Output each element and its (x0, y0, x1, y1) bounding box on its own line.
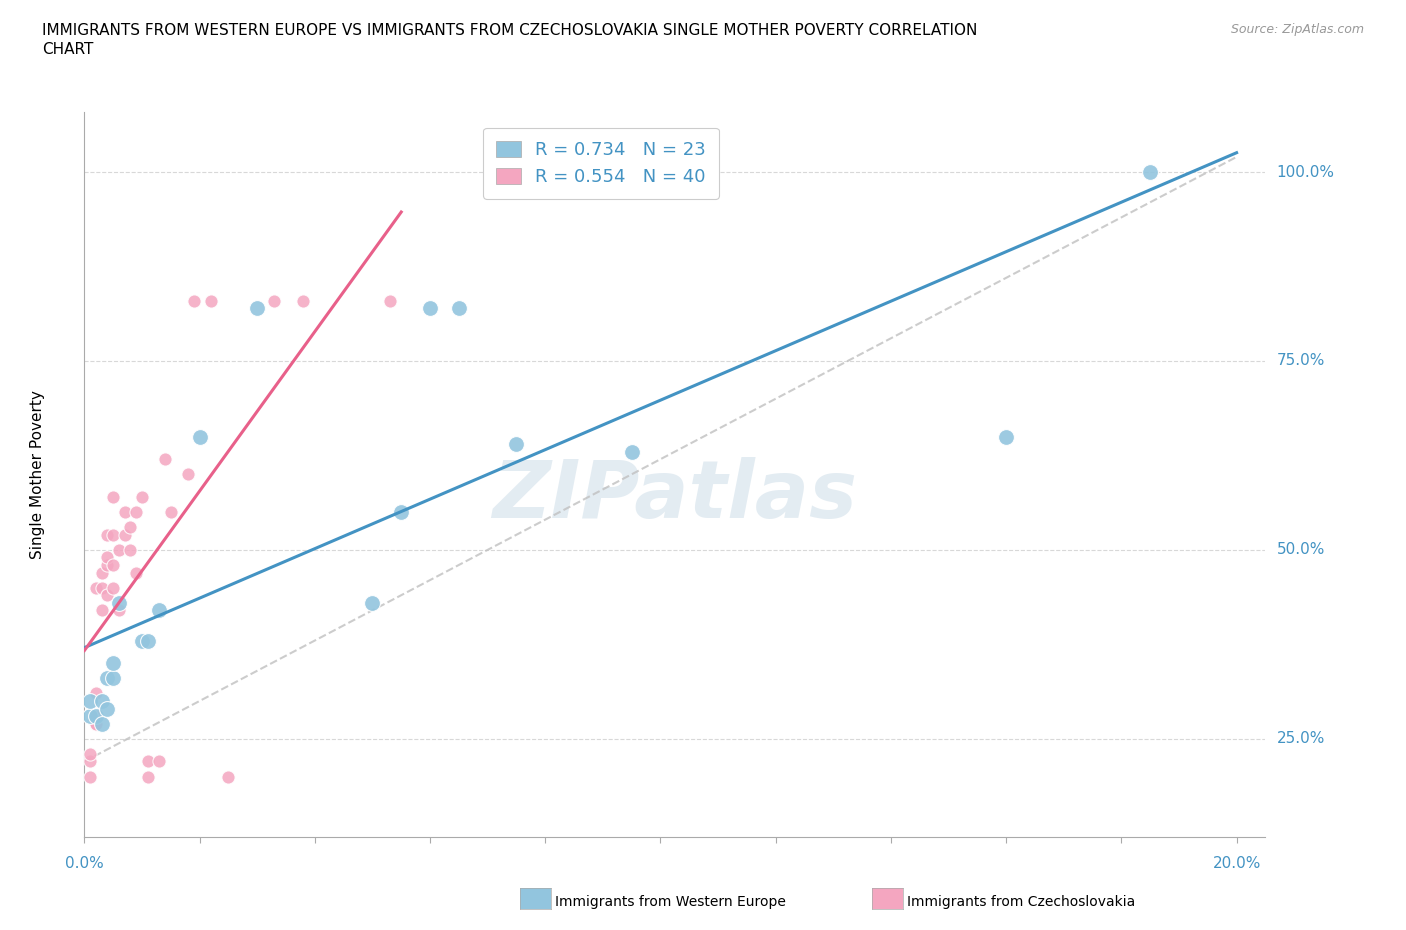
Point (148, 754, 170, 769)
Point (177, 467, 200, 482)
Point (995, 429, 1018, 444)
Point (114, 527, 136, 542)
Point (505, 437, 527, 452)
Text: 100.0%: 100.0% (1277, 165, 1334, 179)
Point (419, 300, 441, 315)
Point (447, 300, 470, 315)
Point (131, 633, 153, 648)
Text: CHART: CHART (42, 42, 94, 57)
Text: 50.0%: 50.0% (1277, 542, 1324, 557)
Point (125, 505, 148, 520)
Text: 75.0%: 75.0% (1277, 353, 1324, 368)
Text: ZIPatlas: ZIPatlas (492, 457, 858, 535)
Legend: R = 0.734   N = 23, R = 0.554   N = 40: R = 0.734 N = 23, R = 0.554 N = 40 (484, 128, 718, 199)
Point (79, 769, 101, 784)
Point (101, 671, 124, 685)
Point (108, 595, 131, 610)
Point (90, 694, 112, 709)
Point (84, 716, 107, 731)
Text: 0.0%: 0.0% (65, 856, 104, 870)
Point (148, 603, 170, 618)
Point (79, 709, 101, 724)
Point (361, 595, 384, 610)
Point (217, 769, 239, 784)
Point (101, 656, 124, 671)
Point (90, 565, 112, 580)
Text: 20.0%: 20.0% (1212, 856, 1261, 870)
Point (101, 580, 124, 595)
Point (131, 489, 153, 504)
Text: Source: ZipAtlas.com: Source: ZipAtlas.com (1230, 23, 1364, 36)
Point (136, 769, 159, 784)
Point (108, 603, 131, 618)
Point (84, 709, 107, 724)
Point (96, 588, 118, 603)
Point (378, 293, 401, 308)
Point (188, 429, 211, 444)
Point (90, 580, 112, 595)
Text: Single Mother Poverty: Single Mother Poverty (30, 390, 45, 559)
Point (84, 709, 107, 724)
Point (96, 550, 118, 565)
Point (90, 716, 112, 731)
Point (136, 754, 159, 769)
Point (108, 542, 131, 557)
Point (389, 505, 412, 520)
Point (84, 686, 107, 701)
Point (120, 542, 142, 557)
Point (101, 489, 124, 504)
Point (84, 580, 107, 595)
Point (96, 527, 118, 542)
Point (114, 505, 136, 520)
Point (292, 293, 315, 308)
Point (183, 293, 205, 308)
Point (153, 452, 176, 467)
Text: Immigrants from Western Europe: Immigrants from Western Europe (555, 895, 786, 910)
Point (120, 520, 142, 535)
Point (159, 505, 181, 520)
Point (200, 293, 222, 308)
Point (620, 445, 643, 459)
Point (79, 694, 101, 709)
Point (263, 293, 285, 308)
Point (96, 701, 118, 716)
Text: IMMIGRANTS FROM WESTERN EUROPE VS IMMIGRANTS FROM CZECHOSLOVAKIA SINGLE MOTHER P: IMMIGRANTS FROM WESTERN EUROPE VS IMMIGR… (42, 23, 977, 38)
Point (1139, 165, 1161, 179)
Point (101, 558, 124, 573)
Point (125, 565, 148, 580)
Text: 25.0%: 25.0% (1277, 731, 1324, 746)
Point (101, 527, 124, 542)
Point (136, 633, 159, 648)
Point (96, 558, 118, 573)
Point (79, 754, 101, 769)
Point (79, 747, 101, 762)
Point (84, 716, 107, 731)
Text: Immigrants from Czechoslovakia: Immigrants from Czechoslovakia (907, 895, 1135, 910)
Point (246, 300, 269, 315)
Point (90, 603, 112, 618)
Point (96, 671, 118, 685)
